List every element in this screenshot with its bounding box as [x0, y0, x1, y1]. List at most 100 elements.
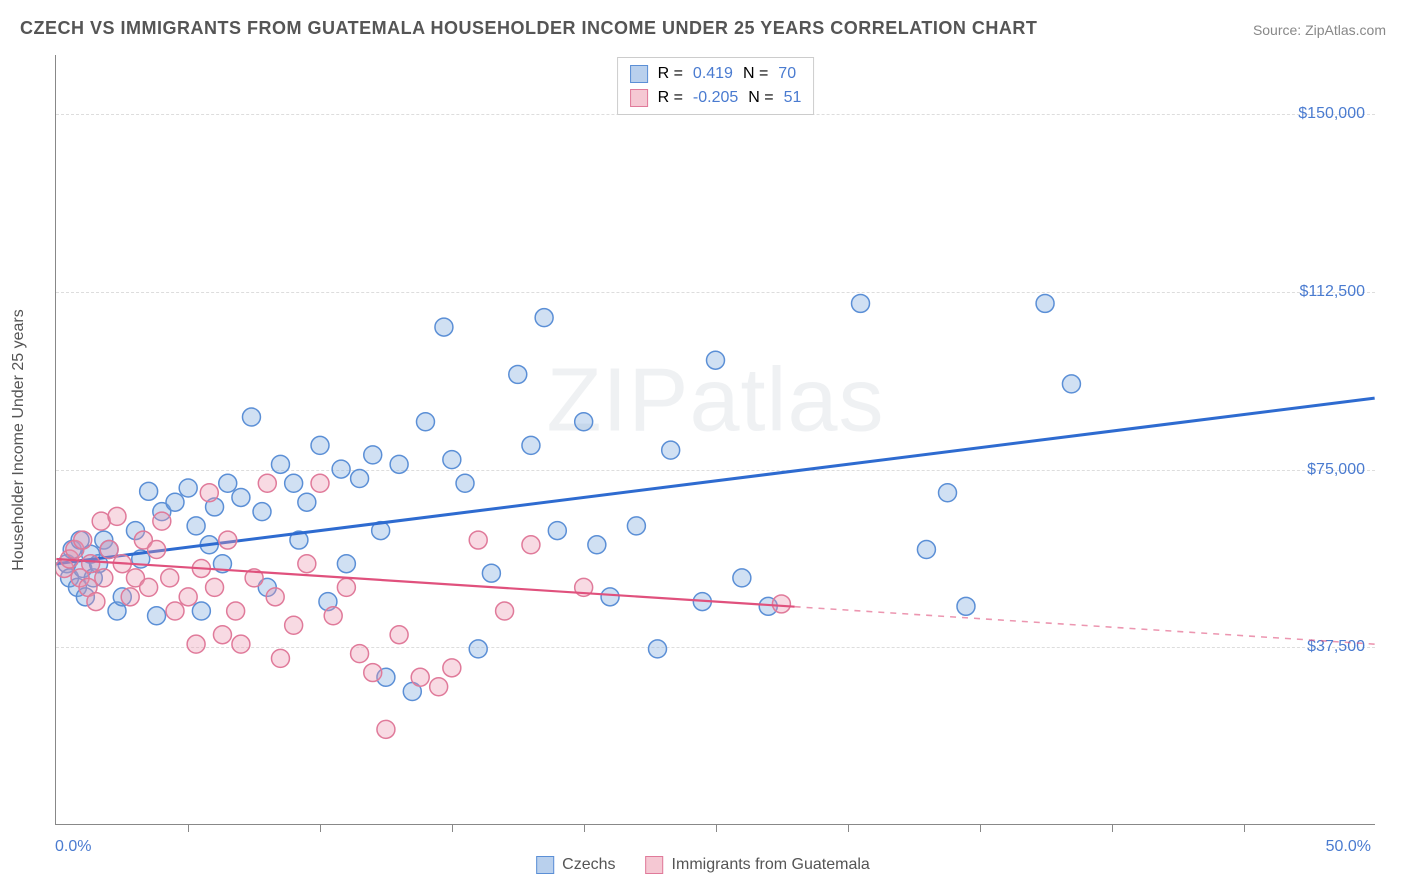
scatter-point-czechs — [588, 536, 606, 554]
legend-label: Czechs — [562, 856, 615, 874]
scatter-point-czechs — [482, 564, 500, 582]
scatter-point-czechs — [575, 413, 593, 431]
x-tick — [848, 824, 849, 832]
scatter-point-czechs — [219, 474, 237, 492]
x-tick — [452, 824, 453, 832]
stats-row-czech: R = 0.419 N = 70 — [630, 62, 802, 86]
r-label: R = — [658, 62, 683, 86]
scatter-point-guatemala — [87, 593, 105, 611]
scatter-point-czechs — [852, 294, 870, 312]
scatter-point-guatemala — [187, 635, 205, 653]
scatter-point-czechs — [649, 640, 667, 658]
r-value: 0.419 — [693, 62, 733, 86]
scatter-point-guatemala — [266, 588, 284, 606]
scatter-point-guatemala — [179, 588, 197, 606]
scatter-point-guatemala — [258, 474, 276, 492]
scatter-point-czechs — [443, 451, 461, 469]
scatter-point-czechs — [522, 436, 540, 454]
x-tick — [320, 824, 321, 832]
swatch-guatemala-icon — [630, 89, 648, 107]
scatter-point-guatemala — [443, 659, 461, 677]
scatter-point-guatemala — [108, 507, 126, 525]
scatter-point-guatemala — [271, 649, 289, 667]
y-axis-title: Householder Income Under 25 years — [10, 309, 28, 570]
n-value: 51 — [784, 86, 802, 110]
scatter-point-czechs — [1036, 294, 1054, 312]
scatter-point-guatemala — [377, 720, 395, 738]
scatter-point-czechs — [232, 488, 250, 506]
scatter-point-czechs — [148, 607, 166, 625]
scatter-point-czechs — [192, 602, 210, 620]
scatter-point-guatemala — [351, 645, 369, 663]
r-value: -0.205 — [693, 86, 738, 110]
x-axis-min-label: 0.0% — [55, 838, 91, 856]
scatter-point-guatemala — [140, 578, 158, 596]
r-label: R = — [658, 86, 683, 110]
scatter-point-guatemala — [219, 531, 237, 549]
scatter-point-czechs — [179, 479, 197, 497]
n-label: N = — [748, 86, 773, 110]
correlation-stats-box: R = 0.419 N = 70 R = -0.205 N = 51 — [617, 57, 815, 115]
scatter-point-guatemala — [772, 595, 790, 613]
scatter-point-guatemala — [285, 616, 303, 634]
scatter-point-guatemala — [364, 664, 382, 682]
legend-item-czech: Czechs — [536, 856, 615, 874]
scatter-point-czechs — [242, 408, 260, 426]
scatter-point-czechs — [166, 493, 184, 511]
scatter-point-guatemala — [522, 536, 540, 554]
scatter-point-czechs — [311, 436, 329, 454]
swatch-czech-icon — [630, 65, 648, 83]
scatter-point-czechs — [456, 474, 474, 492]
scatter-point-czechs — [601, 588, 619, 606]
scatter-point-czechs — [390, 455, 408, 473]
n-label: N = — [743, 62, 768, 86]
scatter-point-czechs — [337, 555, 355, 573]
stats-row-guatemala: R = -0.205 N = 51 — [630, 86, 802, 110]
chart-svg — [56, 55, 1375, 824]
scatter-point-czechs — [285, 474, 303, 492]
scatter-point-guatemala — [430, 678, 448, 696]
scatter-point-czechs — [662, 441, 680, 459]
x-axis-max-label: 50.0% — [1326, 838, 1371, 856]
legend-label: Immigrants from Guatemala — [672, 856, 870, 874]
scatter-point-guatemala — [390, 626, 408, 644]
scatter-point-guatemala — [153, 512, 171, 530]
scatter-point-guatemala — [496, 602, 514, 620]
legend-item-guatemala: Immigrants from Guatemala — [646, 856, 870, 874]
scatter-point-guatemala — [95, 569, 113, 587]
scatter-point-guatemala — [311, 474, 329, 492]
x-tick — [980, 824, 981, 832]
scatter-point-guatemala — [298, 555, 316, 573]
trend-line-dashed-guatemala — [795, 607, 1375, 644]
scatter-point-czechs — [332, 460, 350, 478]
x-tick — [188, 824, 189, 832]
legend: Czechs Immigrants from Guatemala — [536, 856, 870, 874]
scatter-point-czechs — [509, 365, 527, 383]
scatter-point-guatemala — [411, 668, 429, 686]
scatter-point-czechs — [416, 413, 434, 431]
scatter-point-czechs — [469, 640, 487, 658]
chart-title: CZECH VS IMMIGRANTS FROM GUATEMALA HOUSE… — [20, 18, 1037, 39]
scatter-point-czechs — [957, 597, 975, 615]
scatter-point-guatemala — [206, 578, 224, 596]
scatter-point-guatemala — [166, 602, 184, 620]
scatter-point-czechs — [939, 484, 957, 502]
swatch-czech-icon — [536, 856, 554, 874]
scatter-point-czechs — [140, 482, 158, 500]
scatter-point-guatemala — [213, 626, 231, 644]
scatter-point-czechs — [351, 470, 369, 488]
scatter-point-czechs — [548, 522, 566, 540]
scatter-point-czechs — [271, 455, 289, 473]
scatter-point-czechs — [535, 309, 553, 327]
x-tick — [1112, 824, 1113, 832]
scatter-point-guatemala — [121, 588, 139, 606]
scatter-point-czechs — [627, 517, 645, 535]
scatter-point-guatemala — [337, 578, 355, 596]
scatter-point-guatemala — [161, 569, 179, 587]
scatter-point-czechs — [1062, 375, 1080, 393]
x-tick — [1244, 824, 1245, 832]
scatter-point-czechs — [733, 569, 751, 587]
scatter-point-czechs — [187, 517, 205, 535]
scatter-point-czechs — [253, 503, 271, 521]
source-attribution: Source: ZipAtlas.com — [1253, 22, 1386, 38]
